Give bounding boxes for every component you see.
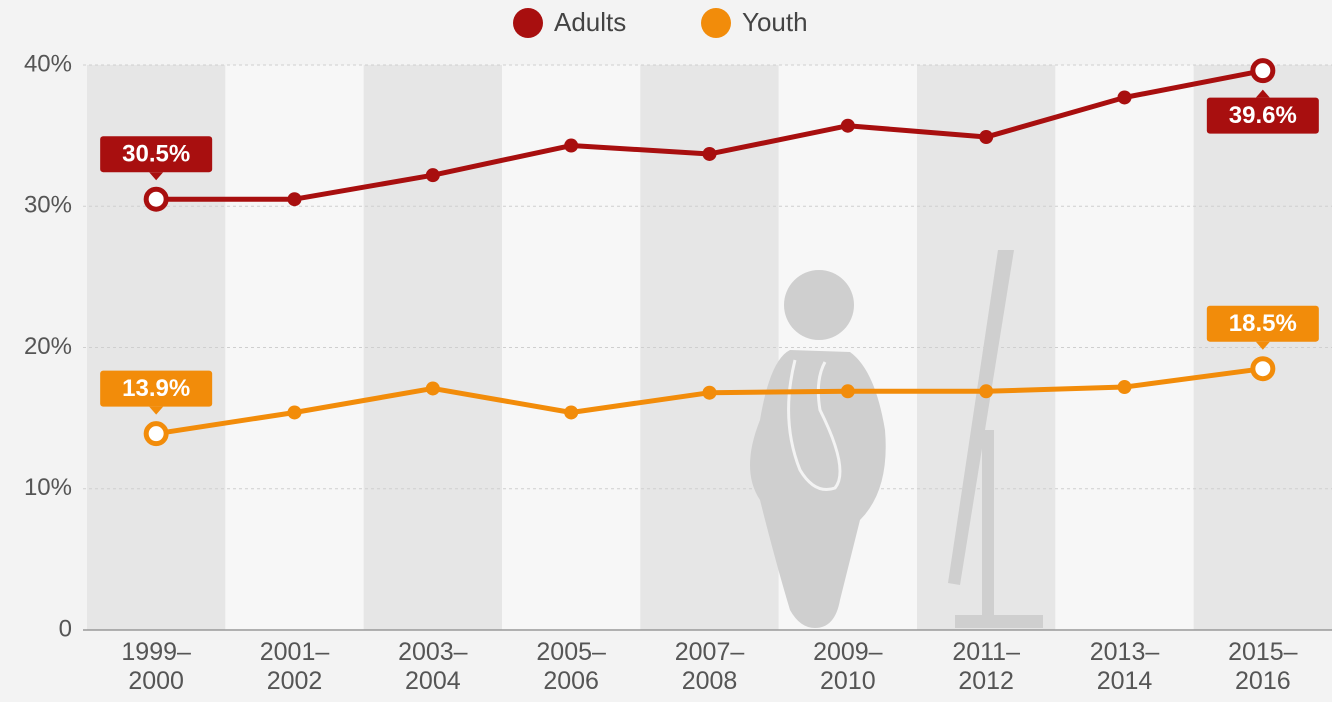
y-tick-label: 0 [59, 615, 72, 642]
data-point [702, 385, 717, 400]
data-point [564, 138, 579, 153]
legend-swatch [701, 8, 731, 38]
value-label-box [1206, 97, 1319, 134]
value-label-pointer [1255, 341, 1270, 350]
value-label-text: 18.5% [1229, 310, 1297, 337]
data-point [979, 384, 994, 399]
legend: Adults Youth [513, 7, 808, 38]
x-tick-label: 2003–2004 [398, 638, 468, 695]
data-point [1250, 58, 1276, 84]
data-point [425, 381, 440, 396]
value-label-text: 13.9% [122, 375, 190, 402]
data-point [1117, 90, 1132, 105]
data-point [287, 192, 302, 207]
illustration [750, 250, 1043, 628]
y-tick-label: 10% [24, 474, 72, 501]
data-point [143, 421, 169, 447]
y-tick-label: 40% [24, 50, 72, 77]
column-band [1055, 65, 1194, 630]
illustration-arm [787, 359, 842, 491]
legend-label: Youth [742, 7, 808, 37]
data-point [143, 186, 169, 212]
legend-item: Adults [513, 7, 626, 38]
value-label-text: 39.6% [1229, 102, 1297, 129]
data-point [287, 405, 302, 420]
illustration-base [955, 615, 1043, 628]
data-point [564, 405, 579, 420]
value-label-text: 30.5% [122, 141, 190, 168]
y-tick-label: 20% [24, 333, 72, 360]
x-tick-label: 2009–2010 [813, 638, 883, 695]
data-point [840, 384, 855, 399]
data-point [1250, 356, 1276, 382]
x-tick-label: 1999–2000 [121, 638, 191, 695]
x-tick-label: 2013–2014 [1089, 638, 1160, 695]
data-point [702, 146, 717, 161]
data-point [840, 118, 855, 133]
x-tick-label: 2007–2008 [674, 638, 745, 695]
value-label-box [100, 370, 213, 407]
value-label: 39.6% [1206, 89, 1319, 134]
illustration-stand [982, 430, 994, 620]
value-label-pointer [149, 406, 164, 415]
data-point [979, 130, 994, 145]
legend-swatch [513, 8, 543, 38]
value-label: 13.9% [100, 370, 213, 415]
illustration-mirror [948, 250, 1014, 585]
value-label-pointer [1255, 89, 1270, 98]
value-label: 18.5% [1206, 305, 1319, 350]
y-tick-label: 30% [24, 192, 72, 219]
legend-item: Youth [701, 7, 808, 38]
value-label-box [1206, 305, 1319, 342]
legend-label: Adults [554, 7, 626, 37]
value-label-pointer [149, 172, 164, 181]
value-label: 30.5% [100, 136, 213, 181]
grid: 0 10% 20% 30% 40% [24, 50, 1332, 642]
x-tick-label: 2005–2006 [536, 638, 606, 695]
data-point [1117, 380, 1132, 395]
illustration-head [784, 270, 854, 340]
value-label-box [100, 136, 213, 173]
x-tick-label: 2015–2016 [1228, 638, 1298, 695]
plot: 30.5% 39.6% 13.9% 18.5% [100, 58, 1319, 447]
x-tick-label: 2001–2002 [259, 638, 330, 695]
data-point [425, 168, 440, 183]
x-tick-label: 2011–2012 [952, 638, 1020, 695]
